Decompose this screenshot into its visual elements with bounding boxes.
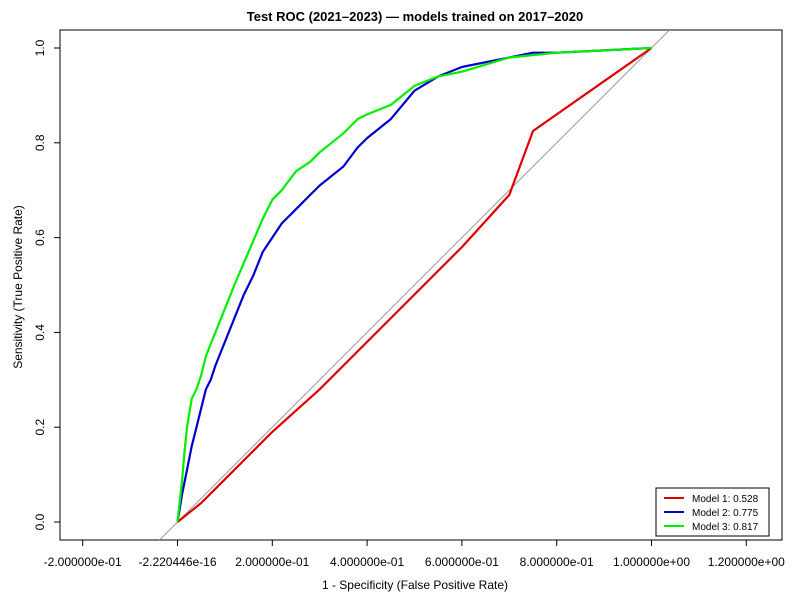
x-tick-label: 6.000000e-01 [425,555,499,569]
x-tick-label: 4.000000e-01 [330,555,404,569]
series-line-model-1 [176,47,653,523]
reference-diagonal-line [158,30,671,540]
legend-label-model-3: Model 3: 0.817 [692,522,759,533]
legend: Model 1: 0.528 Model 2: 0.775 Model 3: 0.8… [655,487,770,537]
y-axis-label: Sensitivity (True Positive Rate) [11,205,25,369]
y-tick-label: 0.4 [33,324,47,341]
y-tick-label: 0.0 [33,513,47,530]
plot-frame [59,29,783,541]
x-axis-label: 1 - Specificity (False Positive Rate) [322,578,508,592]
y-tick-label: 1.0 [33,39,47,56]
chart-title: Test ROC (2021–2023) — models trained on… [247,9,583,24]
x-tick-label: 2.000000e-01 [235,555,309,569]
x-tick-label: 8.000000e-01 [520,555,594,569]
y-tick-label: 0.6 [33,229,47,246]
x-tick-label: -2.220446e-16 [138,555,216,569]
legend-label-model-2: Model 2: 0.775 [692,508,759,519]
legend-label-model-1: Model 1: 0.528 [692,494,759,505]
y-tick-label: 0.8 [33,134,47,151]
x-tick-label: -2.000000e-01 [44,555,122,569]
series-line-model-3 [176,46,652,523]
x-tick-label: 1.200000e+00 [708,555,785,569]
x-tick-label: 1.000000e+00 [613,555,690,569]
y-tick-label: 0.2 [33,419,47,436]
series-line-model-2 [176,46,652,523]
axes: -2.000000e-01 -2.220446e-16 2.000000e-01 4.… [33,29,785,569]
plot-area [158,30,671,540]
